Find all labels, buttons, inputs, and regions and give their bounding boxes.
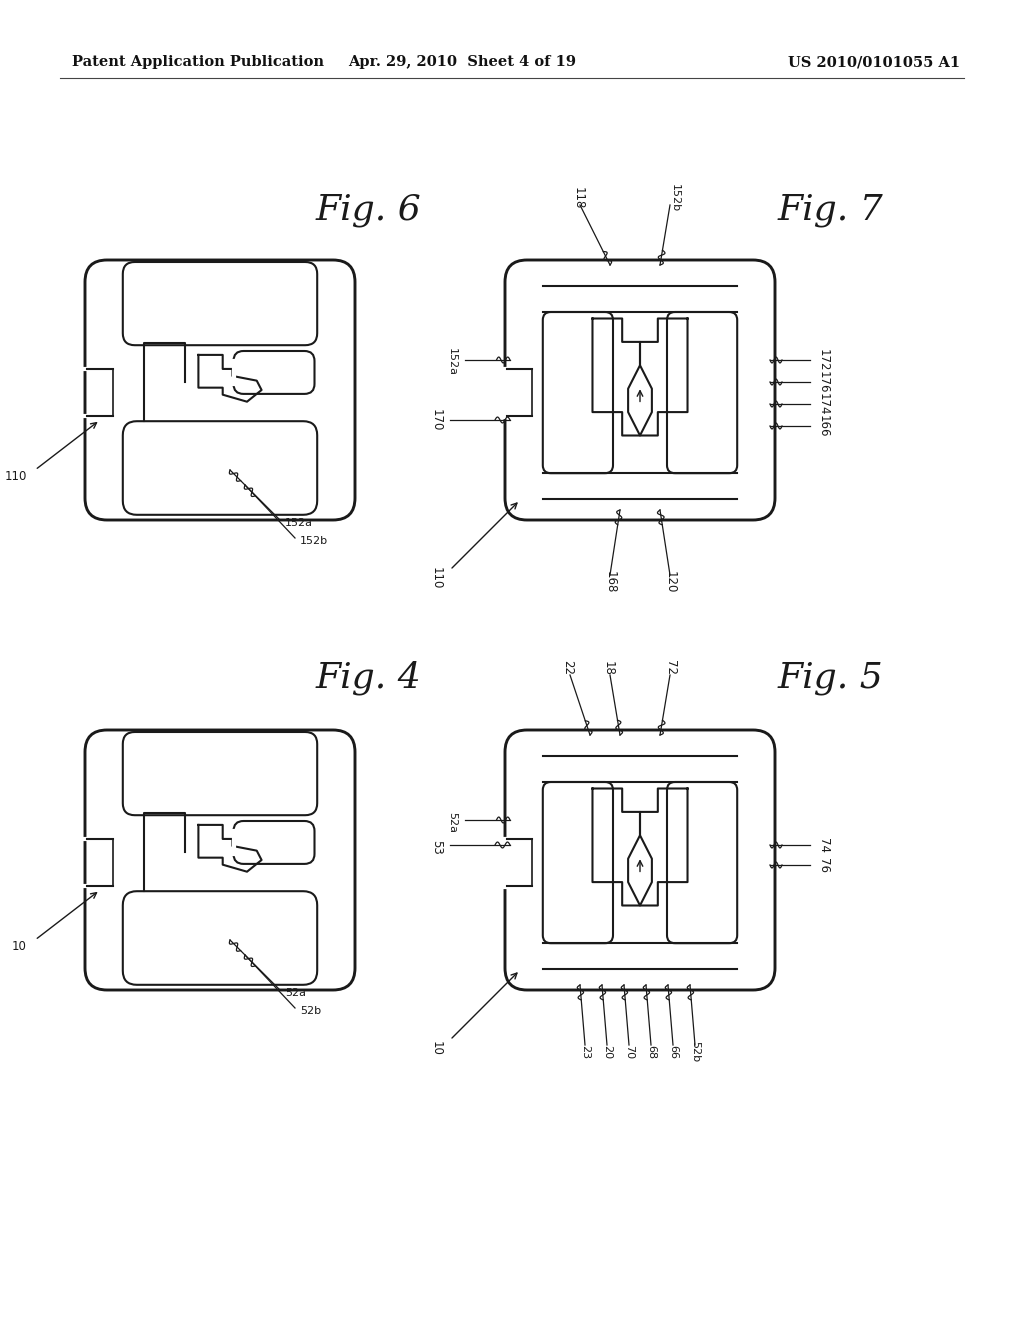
Text: 10: 10 (12, 940, 27, 953)
Text: 170: 170 (430, 409, 443, 432)
Text: 120: 120 (664, 570, 677, 593)
FancyBboxPatch shape (667, 312, 737, 473)
Text: 174: 174 (817, 393, 830, 416)
Text: 18: 18 (601, 660, 614, 676)
Text: 23: 23 (580, 1045, 590, 1059)
FancyBboxPatch shape (543, 781, 613, 944)
Text: 152b: 152b (300, 536, 328, 546)
FancyBboxPatch shape (505, 730, 775, 990)
Text: 176: 176 (817, 371, 830, 393)
Text: 68: 68 (646, 1045, 656, 1059)
Text: 10: 10 (430, 1040, 443, 1056)
FancyBboxPatch shape (123, 733, 317, 816)
Text: 66: 66 (668, 1045, 678, 1059)
Text: Fig. 7: Fig. 7 (777, 193, 883, 227)
FancyBboxPatch shape (123, 421, 317, 515)
Text: 110: 110 (430, 566, 443, 589)
Text: 110: 110 (5, 470, 27, 483)
Text: 166: 166 (817, 414, 830, 437)
Text: Fig. 6: Fig. 6 (315, 193, 421, 227)
Text: 76: 76 (817, 858, 830, 873)
Text: 168: 168 (603, 570, 616, 593)
Text: 20: 20 (602, 1045, 612, 1059)
FancyBboxPatch shape (123, 261, 317, 346)
Text: 118: 118 (571, 187, 585, 209)
FancyBboxPatch shape (85, 730, 355, 990)
Text: Fig. 5: Fig. 5 (777, 661, 883, 696)
Text: 52b: 52b (690, 1041, 700, 1063)
Text: 52b: 52b (300, 1006, 322, 1016)
Text: 70: 70 (624, 1045, 634, 1059)
FancyBboxPatch shape (233, 821, 314, 863)
Text: 52a: 52a (285, 987, 306, 998)
Text: 52a: 52a (447, 812, 457, 833)
Text: 74: 74 (817, 837, 830, 853)
Text: US 2010/0101055 A1: US 2010/0101055 A1 (787, 55, 961, 69)
Text: 152a: 152a (447, 348, 457, 376)
FancyBboxPatch shape (667, 781, 737, 944)
Text: Apr. 29, 2010  Sheet 4 of 19: Apr. 29, 2010 Sheet 4 of 19 (348, 55, 575, 69)
FancyBboxPatch shape (233, 351, 314, 393)
Text: 22: 22 (561, 660, 574, 676)
Text: Fig. 4: Fig. 4 (315, 661, 421, 696)
Text: Patent Application Publication: Patent Application Publication (72, 55, 324, 69)
FancyBboxPatch shape (85, 260, 355, 520)
Text: 172: 172 (817, 348, 830, 371)
FancyBboxPatch shape (505, 260, 775, 520)
Text: 53: 53 (430, 840, 443, 854)
Text: 72: 72 (664, 660, 677, 676)
Text: 152a: 152a (285, 517, 313, 528)
FancyBboxPatch shape (543, 312, 613, 473)
FancyBboxPatch shape (123, 891, 317, 985)
Text: 152b: 152b (670, 183, 680, 213)
